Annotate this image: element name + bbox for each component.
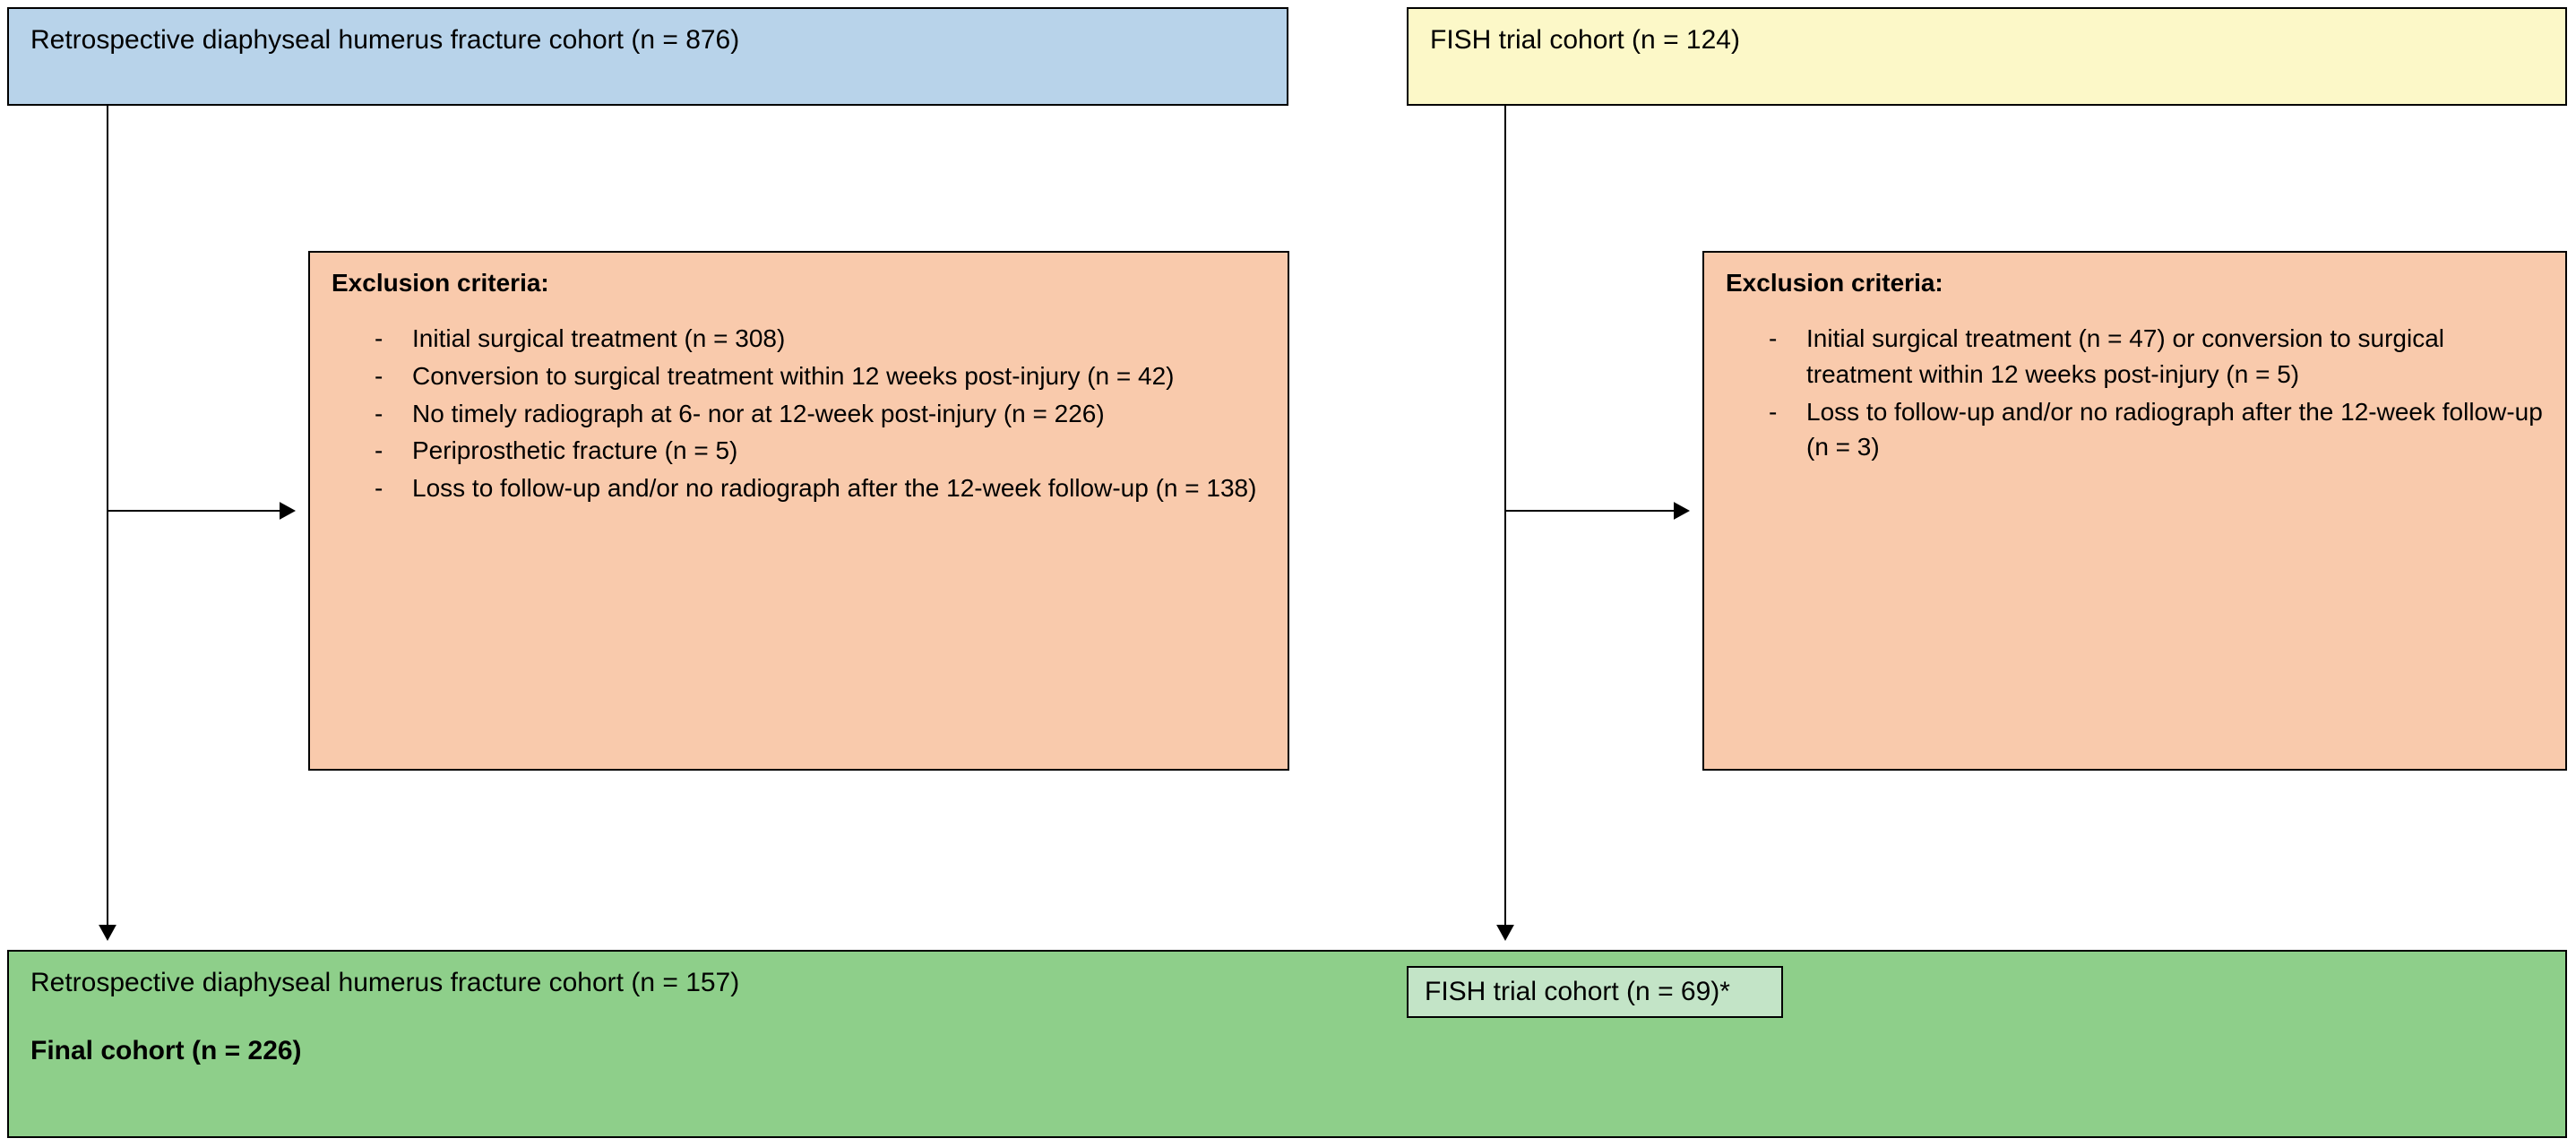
exclusion-item: Initial surgical treatment (n = 47) or c… bbox=[1726, 321, 2544, 392]
right-cohort-box: FISH trial cohort (n = 124) bbox=[1407, 7, 2567, 106]
exclusion-item: Initial surgical treatment (n = 308) bbox=[332, 321, 1266, 357]
right-exclusion-box: Exclusion criteria: Initial surgical tre… bbox=[1702, 251, 2567, 771]
arrow-left-side bbox=[108, 495, 296, 527]
exclusion-item: No timely radiograph at 6- nor at 12-wee… bbox=[332, 396, 1266, 432]
exclusion-item: Loss to follow-up and/or no radiograph a… bbox=[1726, 394, 2544, 466]
left-cohort-box: Retrospective diaphyseal humerus fractur… bbox=[7, 7, 1288, 106]
left-exclusion-title: Exclusion criteria: bbox=[332, 269, 1266, 298]
final-cohort-box: Retrospective diaphyseal humerus fractur… bbox=[7, 950, 2567, 1138]
exclusion-item: Conversion to surgical treatment within … bbox=[332, 358, 1266, 394]
left-exclusion-box: Exclusion criteria: Initial surgical tre… bbox=[308, 251, 1289, 771]
left-exclusion-list: Initial surgical treatment (n = 308)Conv… bbox=[332, 321, 1266, 506]
final-cohort-text: Final cohort (n = 226) bbox=[30, 1036, 2544, 1066]
exclusion-item: Periprosthetic fracture (n = 5) bbox=[332, 433, 1266, 469]
right-exclusion-title: Exclusion criteria: bbox=[1726, 269, 2544, 298]
arrow-right-side bbox=[1505, 495, 1690, 527]
final-retrospective-text: Retrospective diaphyseal humerus fractur… bbox=[30, 968, 2544, 998]
right-cohort-text: FISH trial cohort (n = 124) bbox=[1430, 25, 1740, 55]
left-cohort-text: Retrospective diaphyseal humerus fractur… bbox=[30, 25, 739, 55]
exclusion-item: Loss to follow-up and/or no radiograph a… bbox=[332, 470, 1266, 506]
right-exclusion-list: Initial surgical treatment (n = 47) or c… bbox=[1726, 321, 2544, 465]
final-fish-inner-box: FISH trial cohort (n = 69)* bbox=[1407, 966, 1783, 1018]
final-fish-text: FISH trial cohort (n = 69)* bbox=[1425, 977, 1730, 1006]
